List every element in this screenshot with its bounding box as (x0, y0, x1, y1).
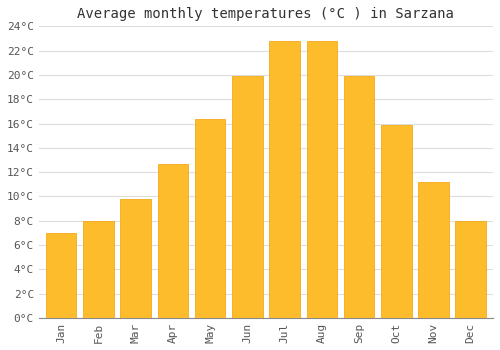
Bar (344, 76, 374, 318)
Bar (195, 119, 226, 318)
Bar (83, 221, 114, 318)
Bar (46, 233, 76, 318)
Bar (158, 163, 188, 318)
Bar (270, 41, 300, 318)
Bar (456, 221, 486, 318)
Bar (381, 125, 412, 318)
Title: Average monthly temperatures (°C ) in Sarzana: Average monthly temperatures (°C ) in Sa… (78, 7, 454, 21)
Bar (306, 41, 337, 318)
Bar (232, 76, 262, 318)
Bar (120, 199, 151, 318)
Bar (418, 182, 448, 318)
